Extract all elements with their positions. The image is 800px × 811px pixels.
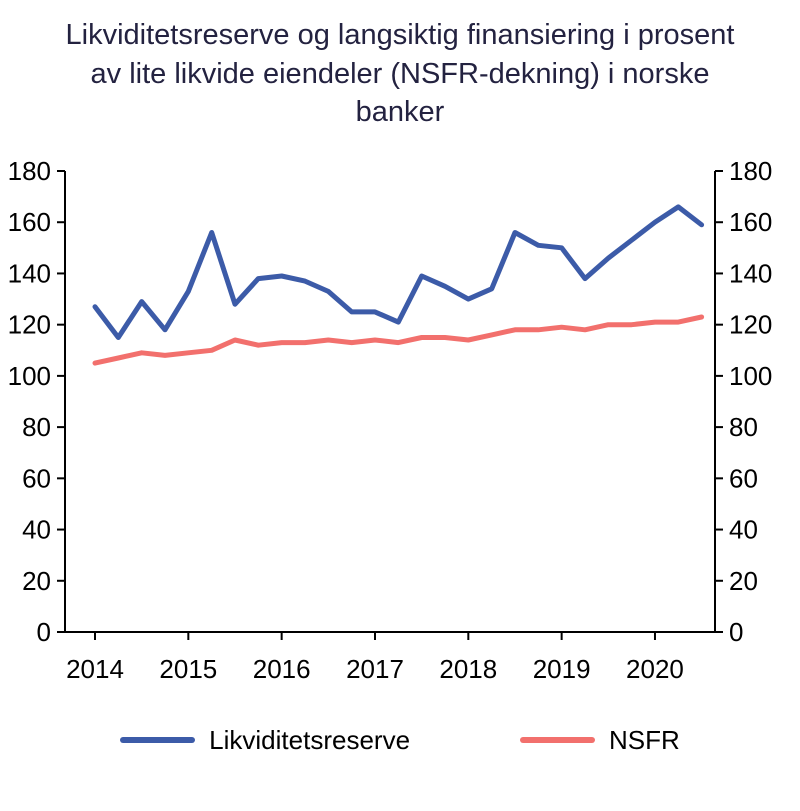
legend-label-nsfr: NSFR [609,724,680,755]
legend-item-likviditetsreserve: Likviditetsreserve [120,725,410,756]
y-axis-tick-label-left: 140 [8,258,51,288]
x-axis-tick-label: 2017 [346,654,404,684]
legend-swatch-likviditetsreserve [120,737,196,744]
x-axis-tick-label: 2019 [533,654,591,684]
y-axis-tick-label-right: 140 [729,258,772,288]
legend-label-likviditetsreserve: Likviditetsreserve [209,724,411,755]
legend-swatch-nsfr [520,737,596,744]
y-axis-tick-label-left: 60 [22,463,51,493]
y-axis-tick-label-left: 120 [8,309,51,339]
x-axis-tick-label: 2016 [253,654,311,684]
y-axis-tick-label-right: 120 [729,309,772,339]
x-axis-tick-label: 2018 [439,654,497,684]
y-axis-tick-label-right: 160 [729,207,772,237]
series-line-likviditetsreserve [92,204,705,340]
x-axis-tick-label: 2020 [626,654,684,684]
y-axis-tick-label-right: 80 [729,412,758,442]
y-axis-tick-label-right: 0 [729,617,743,647]
y-axis-tick-label-left: 20 [22,565,51,595]
x-axis-tick-label: 2015 [159,654,217,684]
x-axis-tick-label: 2014 [66,654,124,684]
y-axis-tick-label-left: 80 [22,412,51,442]
y-axis-tick-label-right: 100 [729,361,772,391]
y-axis-tick-label-left: 160 [8,207,51,237]
y-axis-tick-label-right: 20 [729,565,758,595]
chart-title: Likviditetsreserve og langsiktig finansi… [65,19,735,129]
y-axis-tick-label-right: 180 [729,156,772,186]
y-axis-tick-label-left: 180 [8,156,51,186]
y-axis-tick-label-right: 60 [729,463,758,493]
legend-item-nsfr: NSFR [520,725,680,756]
y-axis-tick-label-left: 40 [22,514,51,544]
y-axis-tick-label-left: 100 [8,361,51,391]
chart-legend: Likviditetsreserve NSFR [0,725,800,756]
series-line-nsfr [92,314,705,366]
chart-area: 0 0 20 20 40 40 60 60 80 80 100 100 120 120 140 140 160 1… [0,136,800,711]
y-axis-tick-label-left: 0 [37,617,51,647]
y-axis-tick-label-right: 40 [729,514,758,544]
